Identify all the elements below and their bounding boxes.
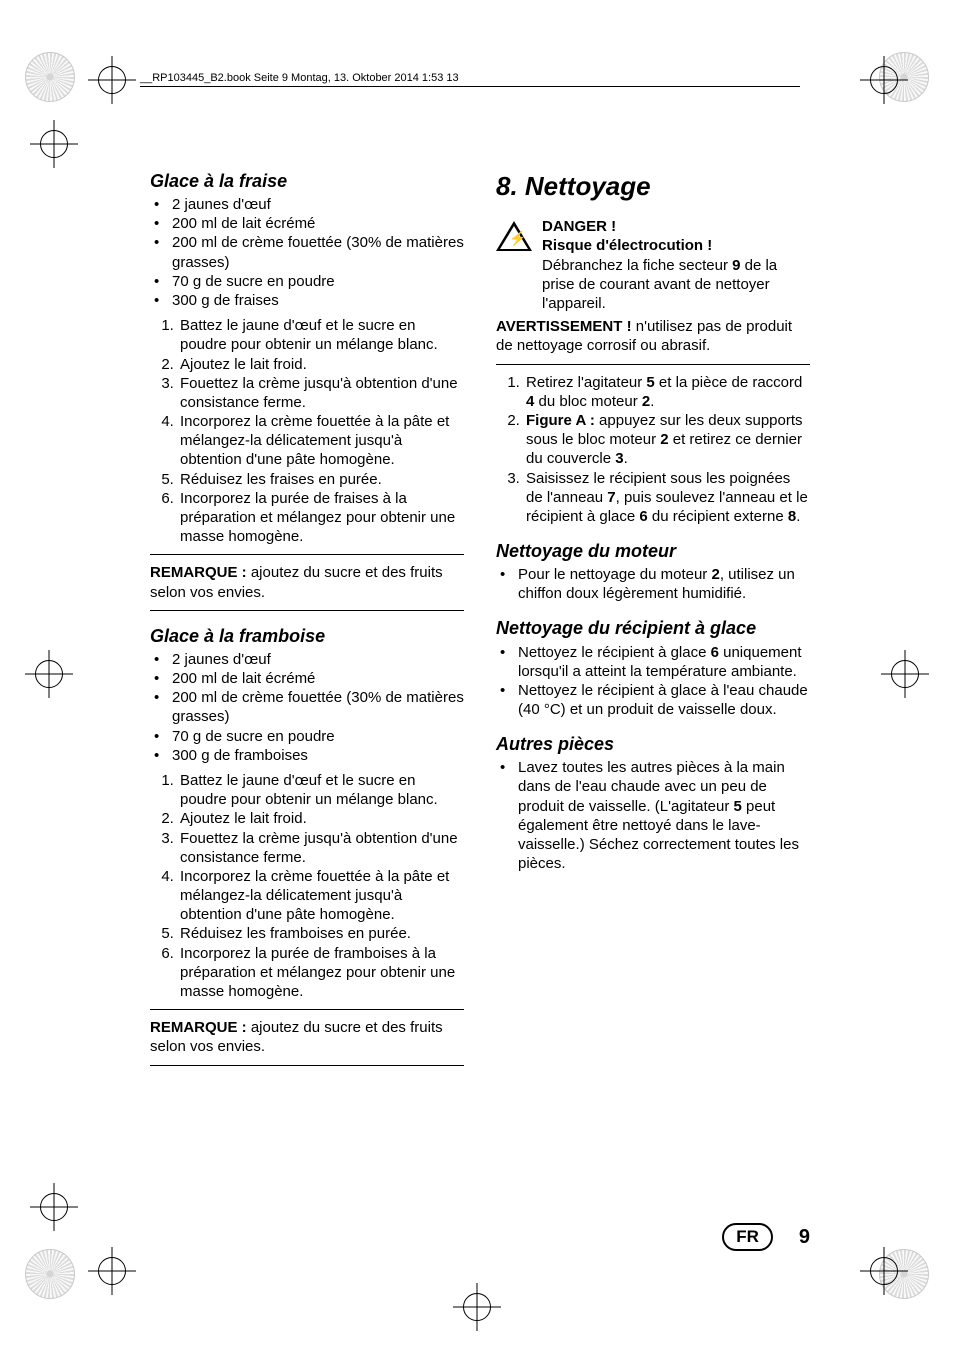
warning-triangle-icon: ⚡ [496, 221, 532, 251]
part-ref: 3 [615, 450, 623, 467]
remark-label: REMARQUE : [150, 1019, 247, 1036]
running-header: __RP103445_B2.book Seite 9 Montag, 13. O… [140, 72, 800, 87]
list-item: Fouettez la crème jusqu'à obtention d'un… [178, 829, 464, 867]
bullet-list: Pour le nettoyage du moteur 2, utilisez … [496, 565, 810, 603]
crop-mark-icon [30, 1183, 78, 1231]
bullet-list: Lavez toutes les autres pièces à la main… [496, 758, 810, 873]
list-item: 2 jaunes d'œuf [172, 650, 464, 669]
left-column: Glace à la fraise 2 jaunes d'œuf 200 ml … [150, 170, 464, 1074]
text: Pour le nettoyage du moteur [518, 566, 711, 583]
part-ref: 7 [607, 489, 615, 506]
list-item: 2 jaunes d'œuf [172, 195, 464, 214]
danger-subheading: Risque d'électrocution ! [542, 237, 712, 254]
list-item: 300 g de framboises [172, 746, 464, 765]
text: Débranchez la fiche secteur [542, 257, 732, 274]
list-item: Incorporez la crème fouettée à la pâte e… [178, 867, 464, 925]
warning-label: AVERTISSEMENT ! [496, 318, 632, 335]
list-item: Réduisez les framboises en purée. [178, 924, 464, 943]
list-item: Incorporez la crème fouettée à la pâte e… [178, 412, 464, 470]
divider [150, 610, 464, 611]
text: du récipient externe [648, 508, 788, 525]
step-list: Battez le jaune d'œuf et le sucre en pou… [150, 316, 464, 546]
crop-mark-icon [453, 1283, 501, 1331]
list-item: Réduisez les fraises en purée. [178, 470, 464, 489]
page-number: 9 [799, 1226, 810, 1249]
danger-body: Débranchez la fiche secteur 9 de la pris… [542, 257, 777, 312]
divider [150, 1065, 464, 1066]
section-title: 8. Nettoyage [496, 170, 810, 203]
step-list: Retirez l'agitateur 5 et la pièce de rac… [496, 373, 810, 527]
list-item: Incorporez la purée de framboises à la p… [178, 944, 464, 1002]
part-ref: 6 [639, 508, 647, 525]
part-ref: 6 [711, 644, 719, 661]
danger-heading: DANGER ! [542, 218, 616, 235]
list-item: Saisissez le récipient sous les poignées… [524, 469, 810, 527]
divider [150, 1009, 464, 1010]
ingredient-list: 2 jaunes d'œuf 200 ml de lait écrémé 200… [150, 650, 464, 765]
text: et la pièce de raccord [655, 374, 803, 391]
remark: REMARQUE : ajoutez du sucre et des fruit… [150, 1018, 464, 1056]
text: Retirez l'agitateur [526, 374, 646, 391]
recipe-title: Glace à la fraise [150, 170, 464, 193]
crop-mark-icon [881, 650, 929, 698]
list-item: Nettoyez le récipient à glace 6 uniqueme… [518, 643, 810, 681]
part-ref: 2 [711, 566, 719, 583]
part-ref: 5 [734, 798, 742, 815]
remark: REMARQUE : ajoutez du sucre et des fruit… [150, 563, 464, 601]
subsection-title: Autres pièces [496, 733, 810, 756]
ingredient-list: 2 jaunes d'œuf 200 ml de lait écrémé 200… [150, 195, 464, 310]
list-item: 70 g de sucre en poudre [172, 272, 464, 291]
language-badge: FR [722, 1223, 773, 1251]
list-item: Battez le jaune d'œuf et le sucre en pou… [178, 316, 464, 354]
crop-mark-icon [30, 120, 78, 168]
registration-mark-icon [25, 1249, 75, 1299]
danger-text: DANGER ! Risque d'électrocution ! Débran… [542, 217, 810, 313]
recipe-title: Glace à la framboise [150, 625, 464, 648]
text: Nettoyez le récipient à glace [518, 644, 711, 661]
crop-mark-icon [860, 1247, 908, 1295]
list-item: Retirez l'agitateur 5 et la pièce de rac… [524, 373, 810, 411]
list-item: 200 ml de crème fouettée (30% de matière… [172, 688, 464, 726]
list-item: Figure A : appuyez sur les deux supports… [524, 411, 810, 469]
list-item: 300 g de fraises [172, 291, 464, 310]
warning: AVERTISSEMENT ! n'utilisez pas de produi… [496, 317, 810, 355]
list-item: 200 ml de lait écrémé [172, 214, 464, 233]
part-ref: 2 [642, 393, 650, 410]
list-item: 200 ml de lait écrémé [172, 669, 464, 688]
part-ref: 5 [646, 374, 654, 391]
crop-mark-icon [860, 56, 908, 104]
list-item: Fouettez la crème jusqu'à obtention d'un… [178, 374, 464, 412]
subsection-title: Nettoyage du récipient à glace [496, 617, 810, 640]
page-footer: FR 9 [722, 1223, 810, 1251]
bullet-list: Nettoyez le récipient à glace 6 uniqueme… [496, 643, 810, 720]
figure-ref: Figure A : [526, 412, 595, 429]
step-list: Battez le jaune d'œuf et le sucre en pou… [150, 771, 464, 1001]
subsection-title: Nettoyage du moteur [496, 540, 810, 563]
list-item: Battez le jaune d'œuf et le sucre en pou… [178, 771, 464, 809]
list-item: Nettoyez le récipient à glace à l'eau ch… [518, 681, 810, 719]
list-item: Ajoutez le lait froid. [178, 809, 464, 828]
text: . [796, 508, 800, 525]
text: du bloc moteur [534, 393, 642, 410]
divider [496, 364, 810, 365]
page-content: Glace à la fraise 2 jaunes d'œuf 200 ml … [150, 170, 810, 1074]
list-item: Incorporez la purée de fraises à la prép… [178, 489, 464, 547]
crop-mark-icon [88, 1247, 136, 1295]
registration-mark-icon [25, 52, 75, 102]
crop-mark-icon [25, 650, 73, 698]
part-ref: 2 [660, 431, 668, 448]
text: . [650, 393, 654, 410]
list-item: Ajoutez le lait froid. [178, 355, 464, 374]
part-ref: 8 [788, 508, 796, 525]
list-item: 70 g de sucre en poudre [172, 727, 464, 746]
list-item: Pour le nettoyage du moteur 2, utilisez … [518, 565, 810, 603]
divider [150, 554, 464, 555]
text: . [624, 450, 628, 467]
list-item: 200 ml de crème fouettée (30% de matière… [172, 233, 464, 271]
right-column: 8. Nettoyage ⚡ DANGER ! Risque d'électro… [496, 170, 810, 1074]
danger-block: ⚡ DANGER ! Risque d'électrocution ! Débr… [496, 217, 810, 313]
crop-mark-icon [88, 56, 136, 104]
remark-label: REMARQUE : [150, 564, 247, 581]
list-item: Lavez toutes les autres pièces à la main… [518, 758, 810, 873]
